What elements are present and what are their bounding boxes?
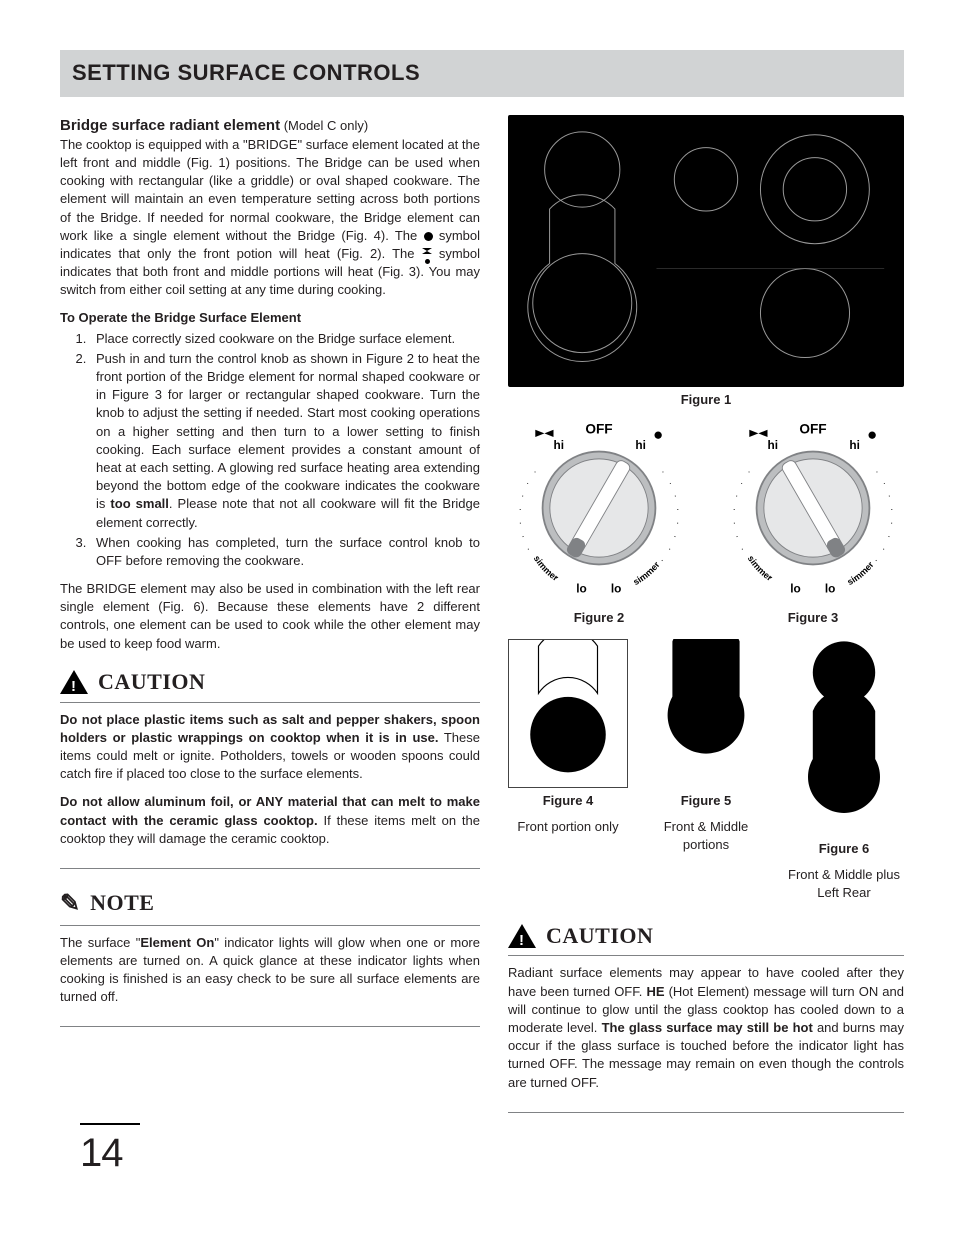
figure-4: Figure 4 Front portion only (508, 639, 628, 837)
bowtie-dot-icon (422, 248, 432, 260)
figure-5: Figure 5 Front & Middle portions (646, 639, 766, 855)
figure-4-label: Figure 4 (508, 792, 628, 810)
caution-2-bold1: HE (646, 984, 664, 999)
caution-2-header: CAUTION (508, 917, 904, 957)
intro-paragraph: Bridge surface radiant element (Model C … (60, 115, 480, 300)
page-title: SETTING SURFACE CONTROLS (72, 58, 892, 89)
warning-triangle-icon (60, 670, 88, 694)
step-2-a: Push in and turn the control knob as sho… (96, 351, 480, 512)
figure-6-graphic (784, 639, 904, 836)
svg-text:lo: lo (790, 582, 801, 596)
note-header: ✎ NOTE (60, 883, 480, 926)
knob-row: OFF hi hi lo lo simmer simmer (508, 417, 904, 634)
step-3: When cooking has completed, turn the sur… (90, 534, 480, 570)
figure-4-graphic (508, 639, 628, 788)
single-dot-icon (424, 232, 433, 241)
left-column: Bridge surface radiant element (Model C … (60, 115, 480, 1113)
knob-figure-3: OFF hi hi lo lo simmer simmer (722, 417, 904, 599)
step-2-bold: too small (110, 496, 168, 511)
caution-1-p1: Do not place plastic items such as salt … (60, 711, 480, 784)
figure-3-label: Figure 3 (722, 609, 904, 627)
figure-4-sub: Front portion only (508, 818, 628, 836)
figure-5-label: Figure 5 (646, 792, 766, 810)
figure-3-cell: OFF hi hi lo lo simmer simmer (722, 417, 904, 634)
figure-6-sub: Front & Middle plus Left Rear (784, 866, 904, 902)
figure-1-cooktop (508, 115, 904, 387)
figure-5-sub: Front & Middle portions (646, 818, 766, 854)
caution-2-body: Radiant surface elements may appear to h… (508, 956, 904, 1112)
caution-1-body: Do not place plastic items such as salt … (60, 703, 480, 869)
two-column-layout: Bridge surface radiant element (Model C … (60, 115, 904, 1113)
intro-model-note: (Model C only) (280, 118, 368, 133)
note-paragraph: The surface "Element On" indicator light… (60, 934, 480, 1007)
page-title-bar: SETTING SURFACE CONTROLS (60, 50, 904, 97)
note-icon: ✎ (60, 887, 80, 921)
warning-triangle-icon (508, 924, 536, 948)
svg-text:lo: lo (825, 582, 836, 596)
note-title: NOTE (90, 888, 154, 919)
svg-text:simmer: simmer (632, 560, 662, 588)
page-number: 14 (80, 1123, 140, 1181)
svg-text:hi: hi (768, 438, 779, 452)
note-p-bold: Element On (140, 935, 214, 950)
knob-figure-2: OFF hi hi lo lo simmer simmer (508, 417, 690, 599)
figure-6: Figure 6 Front & Middle plus Left Rear (784, 639, 904, 903)
figure-5-graphic (646, 639, 766, 788)
figure-1-label: Figure 1 (508, 391, 904, 409)
svg-text:simmer: simmer (746, 554, 775, 583)
bridge-combo-paragraph: The BRIDGE element may also be used in c… (60, 580, 480, 653)
figure-2-cell: OFF hi hi lo lo simmer simmer (508, 417, 690, 634)
svg-text:OFF: OFF (799, 422, 826, 437)
svg-text:OFF: OFF (585, 422, 612, 437)
note-p-a: The surface " (60, 935, 140, 950)
steps-list: Place correctly sized cookware on the Br… (60, 330, 480, 570)
svg-text:hi: hi (635, 438, 646, 452)
svg-text:lo: lo (611, 582, 622, 596)
figures-4-5-6: Figure 4 Front portion only Figure 5 Fro… (508, 639, 904, 903)
figure-2-label: Figure 2 (508, 609, 690, 627)
intro-heading: Bridge surface radiant element (60, 117, 280, 134)
right-column: Figure 1 OFF hi hi lo lo simmer simme (508, 115, 904, 1113)
operate-subheading: To Operate the Bridge Surface Element (60, 309, 480, 327)
svg-text:hi: hi (849, 438, 860, 452)
figure-6-label: Figure 6 (784, 840, 904, 858)
caution-1-title: CAUTION (98, 667, 205, 698)
note-body: The surface "Element On" indicator light… (60, 926, 480, 1028)
svg-text:simmer: simmer (846, 560, 876, 588)
caution-2-paragraph: Radiant surface elements may appear to h… (508, 964, 904, 1091)
caution-2-bold2: The glass surface may still be hot (602, 1020, 813, 1035)
svg-text:hi: hi (554, 438, 565, 452)
caution-1-p1-bold: Do not place plastic items such as salt … (60, 712, 480, 745)
caution-1-p2: Do not allow aluminum foil, or ANY mater… (60, 793, 480, 848)
caution-1-header: CAUTION (60, 663, 480, 703)
svg-text:lo: lo (576, 582, 587, 596)
svg-text:simmer: simmer (532, 554, 561, 583)
intro-text-a: The cooktop is equipped with a "BRIDGE" … (60, 137, 480, 243)
step-2: Push in and turn the control knob as sho… (90, 350, 480, 532)
caution-2-title: CAUTION (546, 921, 653, 952)
step-1: Place correctly sized cookware on the Br… (90, 330, 480, 348)
